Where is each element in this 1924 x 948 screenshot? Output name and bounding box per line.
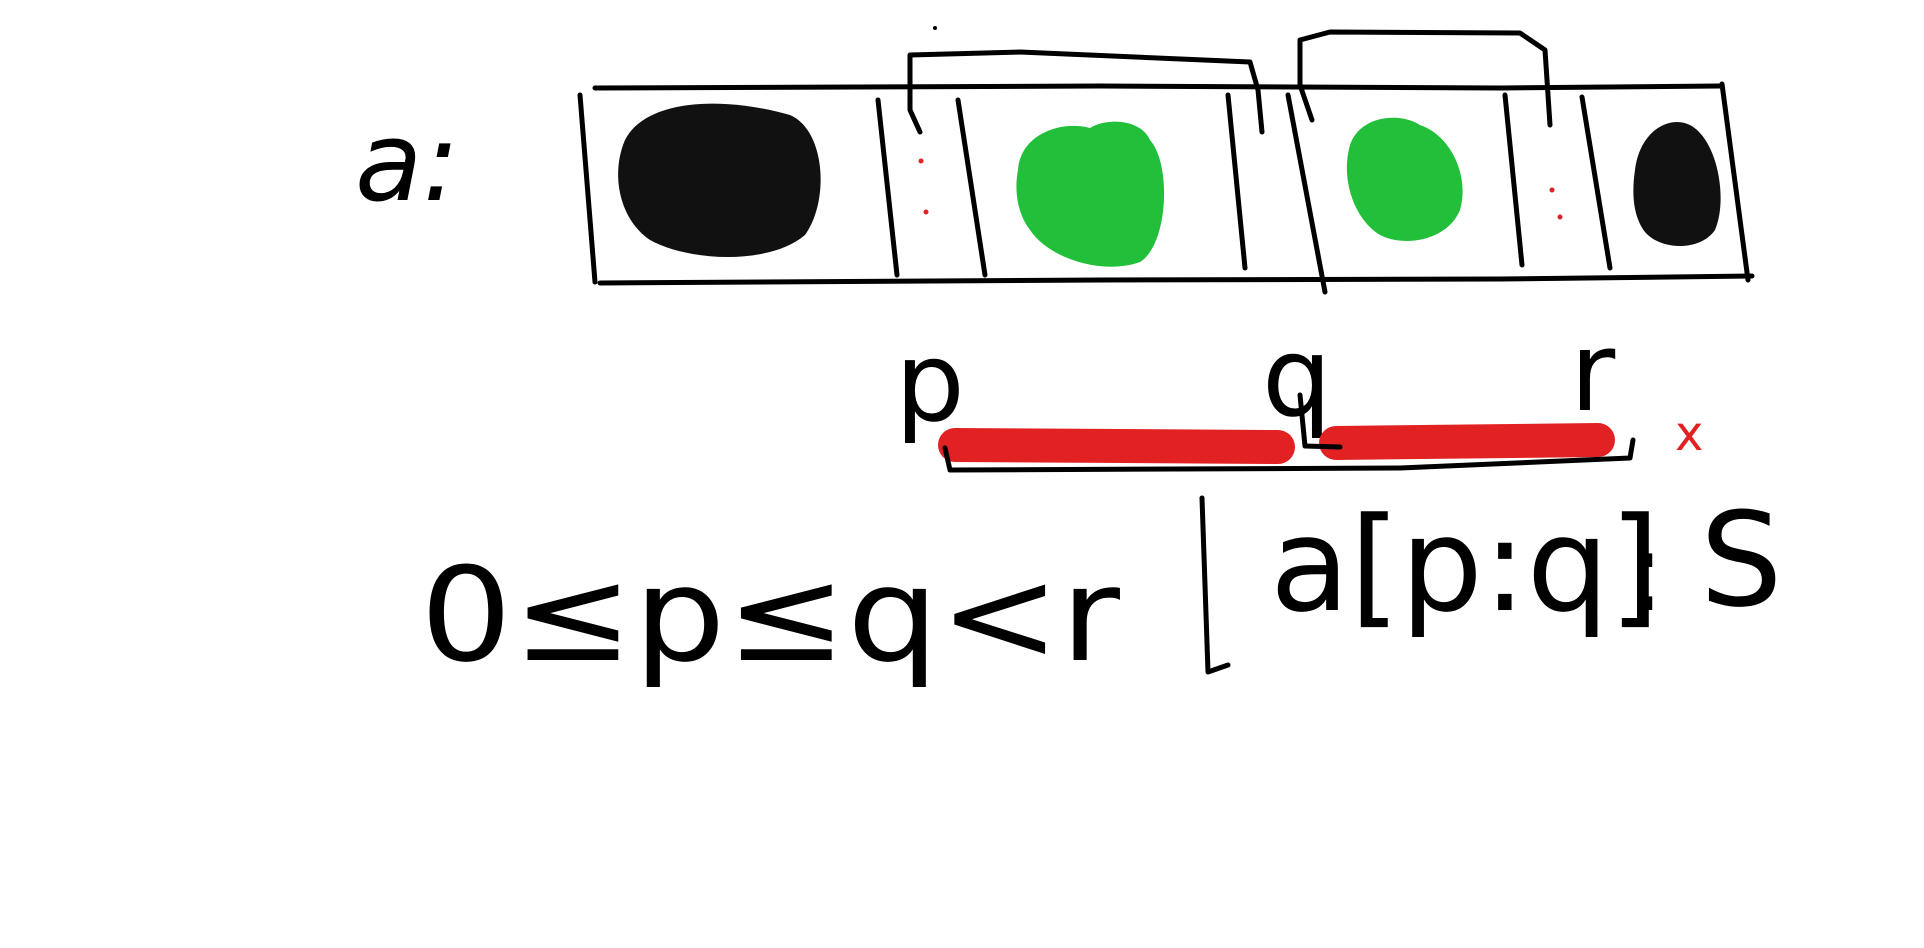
- highlight-q-to-r: [1319, 423, 1615, 460]
- array-cell-2: [918, 158, 929, 215]
- array-cell-3: [1016, 121, 1165, 267]
- pointer-q: q: [1262, 313, 1332, 441]
- colon: :: [1628, 508, 1665, 636]
- green-dot: [1016, 121, 1165, 267]
- red-dot: [1549, 187, 1555, 193]
- red-dot: [918, 158, 924, 164]
- array-cell-1: [618, 103, 821, 258]
- range-bracket: [942, 437, 1636, 473]
- array-cell-7: [1633, 122, 1721, 246]
- condition-formula: 0≤p≤q<r a[p:q] : S: [420, 484, 1783, 691]
- pointer-r: r: [1570, 308, 1616, 436]
- red-dot: [1557, 214, 1563, 220]
- black-dot: [618, 103, 821, 258]
- range-highlights: [938, 423, 1615, 464]
- array-cell-6: [1549, 187, 1563, 220]
- formula-separator: [1199, 495, 1231, 675]
- subarray: a[p:q]: [1270, 489, 1660, 641]
- pointer-p: p: [895, 318, 965, 446]
- inequality: 0≤p≤q<r: [420, 539, 1121, 691]
- highlight-p-to-q: [938, 428, 1295, 464]
- q-connector: [1297, 392, 1343, 450]
- cell-dividers: [875, 92, 1613, 295]
- stray-dot: [933, 26, 937, 30]
- top-brackets: [907, 26, 1553, 135]
- array-cell-5: [1346, 117, 1463, 242]
- array-elements: [618, 103, 1721, 267]
- sum-symbol: S: [1700, 484, 1783, 636]
- black-dot: [1633, 122, 1721, 246]
- array-label: a:: [355, 98, 459, 226]
- end-marker: x: [1675, 406, 1703, 462]
- red-dot: [923, 209, 929, 215]
- green-dot: [1346, 117, 1463, 242]
